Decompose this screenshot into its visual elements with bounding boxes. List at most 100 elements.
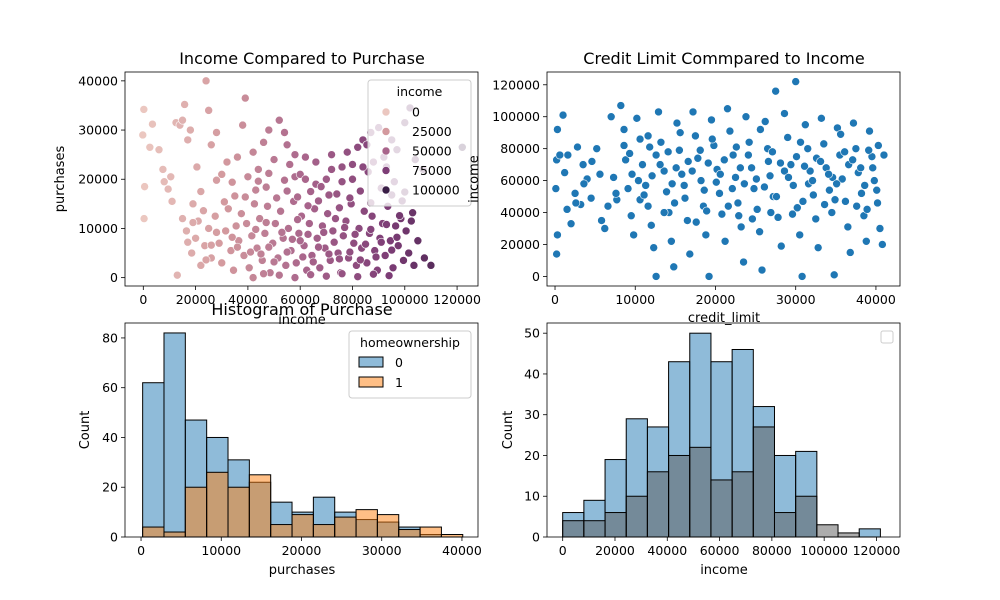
data-point [562,205,572,214]
data-point [803,144,813,153]
data-point [764,157,773,166]
data-point [734,211,744,221]
data-point [780,109,789,118]
axes-frame [546,71,901,287]
data-point [659,208,669,217]
data-point [217,170,227,179]
data-point [312,233,322,243]
data-point [288,234,297,244]
histogram-bar [312,524,336,538]
data-point [656,137,666,147]
data-point [748,214,757,224]
x-tick-label: 100000 [800,543,848,558]
data-point [426,261,436,270]
data-point [323,209,332,218]
legend-marker [381,185,391,195]
data-point [196,187,206,196]
data-point [342,147,352,157]
data-point [798,197,808,206]
data-point [282,140,292,150]
data-point [553,125,562,134]
data-point [670,198,679,208]
data-point [260,229,270,238]
data-point [233,152,242,162]
data-point [188,218,198,227]
y-axis-label: Count [78,411,93,450]
data-point [183,135,193,145]
histogram-bar [562,520,585,538]
legend-marker [381,146,391,156]
data-point [711,177,721,187]
data-point [744,150,753,160]
data-point [329,237,339,247]
x-tick-label: 80000 [752,543,792,558]
data-point [773,213,783,222]
data-point [816,157,825,166]
x-tick-label: 0 [559,543,567,558]
x-tick-label: 120000 [433,292,481,307]
y-tick-label: 0 [110,270,118,285]
data-point [795,230,805,240]
scatter-credit-limit-income: Credit Limit Commpared to Income credit_… [467,49,901,326]
legend-title: homeownership [360,335,460,350]
data-point [865,126,874,136]
data-point [348,174,357,184]
x-tick-label: 20000 [595,543,635,558]
legend-marker [381,166,391,175]
x-tick-label: 10000 [615,292,655,307]
data-point [627,169,637,179]
data-point [384,271,394,280]
histogram-income: income Count 0 20000 40000 60000 80000 100000… [501,322,901,578]
histogram-bar [142,526,165,538]
legend-label: 50000 [412,144,452,159]
data-point [752,174,761,184]
data-point [857,189,866,198]
data-point [675,145,684,155]
data-point [139,105,149,114]
histogram-bar [625,495,648,538]
data-point [809,190,818,200]
data-point [290,150,300,159]
data-point [229,265,238,275]
data-point [204,224,213,233]
data-point [744,137,754,147]
data-point [824,169,833,179]
data-point [808,176,817,185]
data-point [348,160,357,169]
legend-label: 0 [395,355,403,370]
data-point [413,236,423,246]
data-point [696,176,706,185]
data-point [680,193,690,203]
data-point [280,175,289,185]
data-point [217,258,227,268]
data-point [677,169,687,179]
data-point [632,114,642,123]
data-point [337,269,347,279]
x-tick-label: 0 [137,543,145,558]
y-tick-label: 0 [110,530,118,545]
y-tick-label: 10000 [78,221,118,236]
histogram-bar [731,471,754,538]
data-point [805,166,815,176]
data-point [827,208,837,217]
data-point [305,219,314,228]
data-point [817,114,826,123]
data-point [570,189,580,198]
data-point [768,147,777,157]
data-point [736,222,746,232]
data-point [654,107,663,117]
data-point [646,221,656,230]
data-point [311,157,321,167]
data-point [401,226,411,236]
histogram-bar [419,526,442,538]
data-point [688,107,698,117]
data-point [327,150,336,159]
data-point [693,153,703,163]
data-point [264,242,274,252]
histogram-bar [583,520,606,538]
data-point [629,230,638,240]
chart-title: Income Compared to Purchase [179,49,425,68]
data-point [252,243,262,253]
data-point [248,147,258,157]
histogram-bar [710,479,733,538]
